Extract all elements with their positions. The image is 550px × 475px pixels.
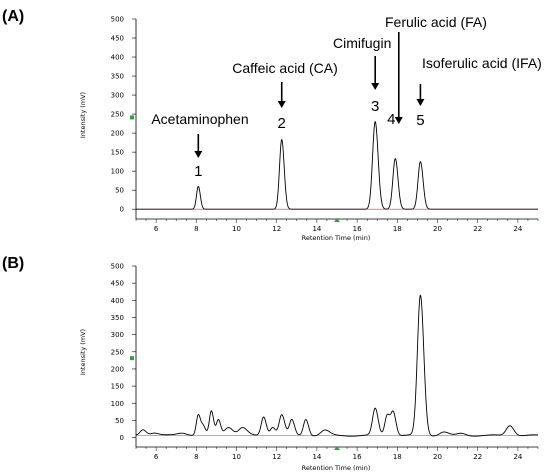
y-tick-label: 450 [111, 35, 124, 43]
x-tick-label: 12 [272, 453, 281, 461]
y-tick-label: 0 [120, 434, 124, 442]
x-tick-label: 20 [433, 225, 442, 233]
y-tick-label: 200 [111, 130, 124, 138]
x-tick-label: 18 [393, 453, 402, 461]
y-axis-label-b: Intensity (mV) [79, 329, 87, 375]
x-tick-label: 22 [473, 225, 482, 233]
peak-number-label: 4 [387, 111, 395, 128]
axis-marker [334, 218, 340, 222]
y-tick-label: 350 [111, 73, 124, 81]
axis-marker [130, 356, 134, 361]
y-tick-label: 250 [111, 348, 124, 356]
y-tick-label: 150 [111, 149, 124, 157]
compound-label: Ferulic acid (FA) [385, 14, 487, 30]
y-tick-label: 400 [111, 297, 124, 305]
plot-area-b [135, 294, 539, 437]
y-tick-label: 450 [111, 280, 124, 288]
y-tick-label: 0 [120, 206, 124, 214]
x-tick-label: 8 [194, 225, 198, 233]
compound-label: Caffeic acid (CA) [232, 60, 338, 76]
y-tick-label: 100 [111, 168, 124, 176]
y-tick-label: 250 [111, 111, 124, 119]
panel-label-a: (A) [2, 8, 24, 25]
chromatogram-panel-b: (B) Intensity (mV) Retention Time (min) … [2, 255, 539, 472]
y-tick-label: 150 [111, 383, 124, 391]
x-tick-label: 16 [353, 453, 362, 461]
axis-ticks-b: 0 50 100 150 200 250 300 350 400 450 500 6 8 10 12 14 16… [111, 263, 539, 461]
annotation-arrowhead [277, 101, 286, 108]
axis-marker [334, 446, 340, 450]
y-tick-label: 200 [111, 365, 124, 373]
peak-number-label: 2 [278, 115, 286, 132]
x-tick-label: 16 [353, 225, 362, 233]
x-tick-label: 12 [272, 225, 281, 233]
x-tick-label: 6 [154, 225, 159, 233]
x-tick-label: 6 [154, 453, 159, 461]
y-tick-label: 50 [115, 417, 124, 425]
x-tick-label: 24 [513, 225, 522, 233]
chromatogram-trace-b [135, 294, 539, 437]
annotation-arrowhead [194, 151, 203, 158]
x-axis-label-b: Retention Time (min) [302, 464, 371, 472]
x-tick-label: 10 [232, 225, 241, 233]
x-tick-label: 24 [513, 453, 522, 461]
x-tick-label: 20 [433, 453, 442, 461]
x-tick-label: 14 [312, 225, 321, 233]
y-tick-label: 100 [111, 400, 124, 408]
axis-marker [130, 115, 134, 120]
y-tick-label: 500 [111, 16, 124, 24]
y-axis-label-a: Intensity (mV) [79, 92, 87, 138]
chromatogram-panel-a: (A) Intensity (mV) Retention Time (min) … [2, 8, 542, 242]
chromatogram-trace-a [136, 121, 538, 210]
x-tick-label: 10 [232, 453, 241, 461]
x-tick-label: 14 [312, 453, 321, 461]
x-axis-label-a: Retention Time (min) [302, 234, 371, 242]
peak-annotations-a: 1 Acetaminophen 2 Caffeic acid (CA) 3 Cimifug… [151, 14, 541, 180]
compound-label: Isoferulic acid (IFA) [422, 55, 542, 71]
annotation-arrowhead [371, 83, 380, 90]
x-tick-label: 22 [473, 453, 482, 461]
y-tick-label: 350 [111, 314, 124, 322]
peak-number-label: 5 [416, 112, 424, 129]
y-tick-label: 300 [111, 92, 124, 100]
panel-label-b: (B) [2, 255, 24, 272]
x-tick-label: 18 [393, 225, 402, 233]
compound-label: Cimifugin [333, 35, 391, 51]
x-tick-label: 8 [194, 453, 198, 461]
peak-number-label: 1 [194, 163, 202, 180]
plot-area-a [136, 121, 538, 210]
compound-label: Acetaminophen [151, 111, 248, 127]
annotation-arrowhead [394, 117, 403, 124]
peak-number-label: 3 [371, 98, 379, 115]
y-tick-label: 300 [111, 331, 124, 339]
y-tick-label: 50 [115, 187, 124, 195]
y-tick-label: 500 [111, 263, 124, 271]
annotation-arrowhead [416, 99, 425, 106]
y-tick-label: 400 [111, 54, 124, 62]
